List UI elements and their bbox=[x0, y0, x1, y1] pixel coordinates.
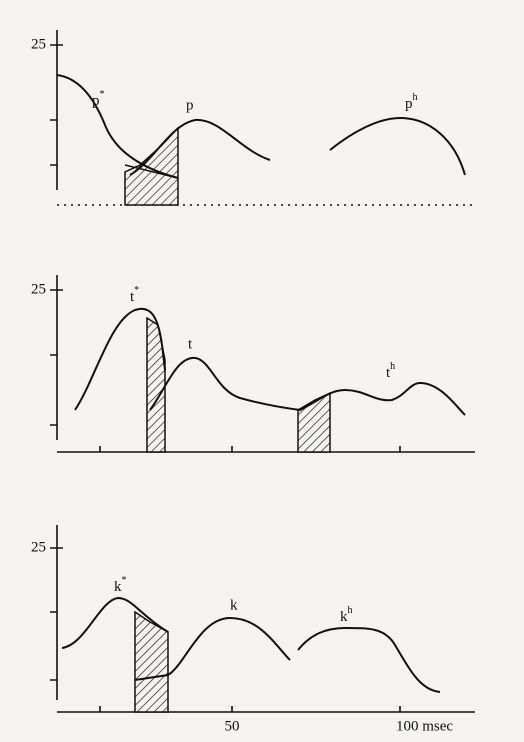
curve-label: p* bbox=[92, 89, 105, 109]
y-tick-label: 25 bbox=[31, 36, 46, 52]
curve bbox=[134, 616, 291, 681]
x-tick-label: 100 msec bbox=[396, 718, 453, 734]
curve-label: t* bbox=[130, 285, 139, 305]
curve bbox=[129, 118, 271, 176]
curve bbox=[56, 74, 179, 179]
panel-1: 25 p* p ph bbox=[31, 30, 475, 206]
y-tick-label: 25 bbox=[31, 539, 46, 555]
x-axis bbox=[57, 446, 475, 453]
curve-label: k bbox=[230, 597, 238, 613]
curve-label: k* bbox=[114, 575, 127, 595]
hatched-area bbox=[146, 316, 166, 453]
y-axis bbox=[50, 30, 63, 190]
hatched-area bbox=[124, 126, 179, 206]
curve-label: ph bbox=[405, 92, 418, 112]
y-axis bbox=[50, 525, 63, 700]
x-tick-label: 50 bbox=[225, 718, 240, 734]
x-axis bbox=[57, 706, 475, 713]
curve-label: t bbox=[188, 336, 193, 352]
curve bbox=[297, 626, 441, 693]
curve-label: kh bbox=[340, 605, 353, 625]
curve-label: th bbox=[386, 361, 395, 381]
panel-2: 25 t* t th bbox=[31, 275, 475, 453]
curve bbox=[61, 596, 169, 649]
y-axis bbox=[50, 275, 63, 440]
curve bbox=[74, 307, 166, 411]
curve-label: p bbox=[186, 97, 194, 113]
curve bbox=[329, 116, 466, 176]
y-tick-label: 25 bbox=[31, 281, 46, 297]
hatched-area bbox=[134, 610, 169, 713]
panel-3: 25 k* k kh 50 100 msec bbox=[31, 525, 475, 734]
curve bbox=[149, 356, 466, 416]
